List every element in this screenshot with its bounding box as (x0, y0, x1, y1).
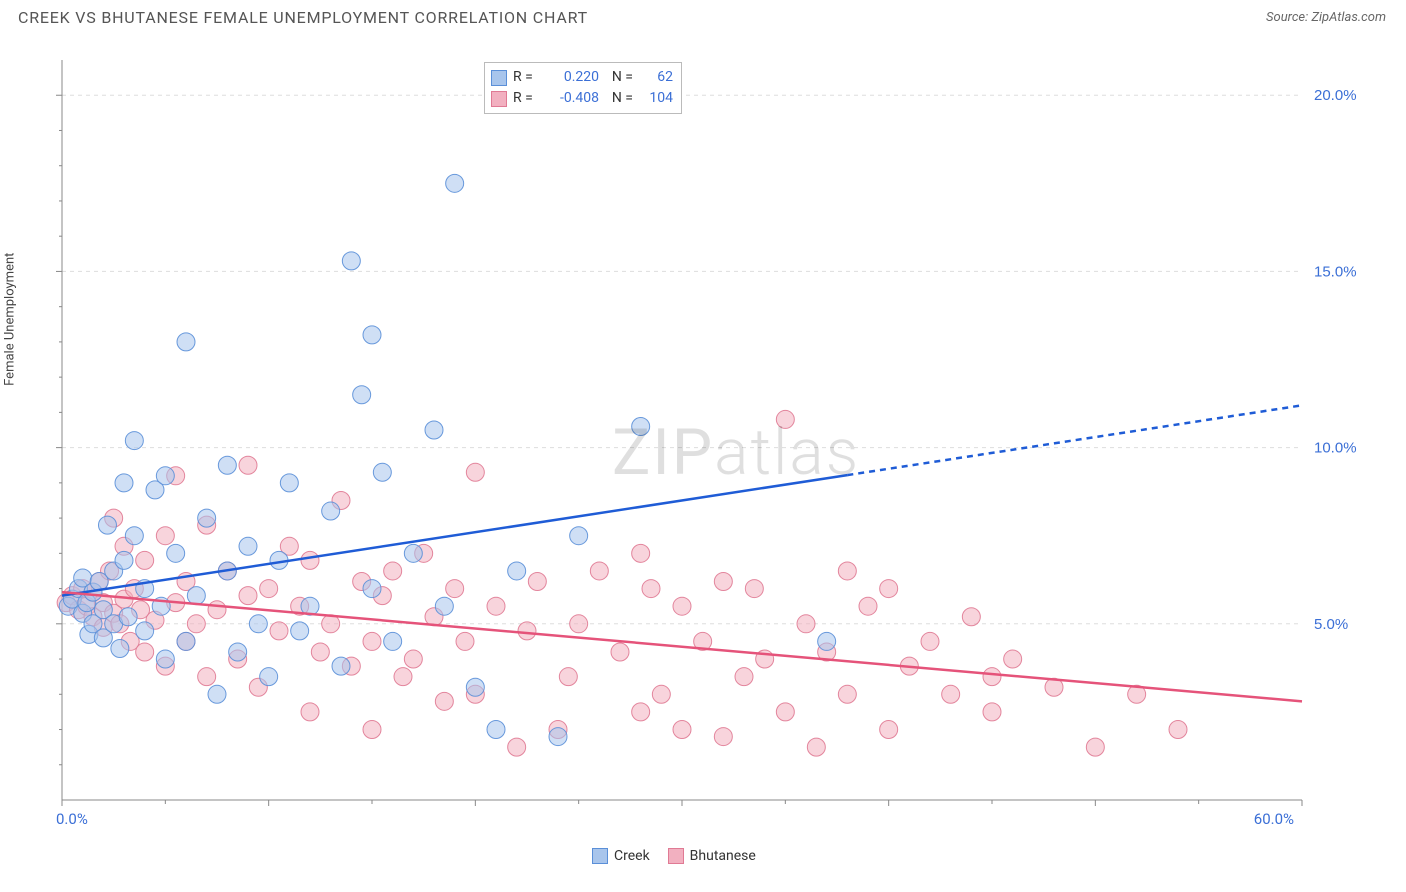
source-attribution: Source: ZipAtlas.com (1266, 10, 1386, 25)
n-label: N = (605, 88, 633, 109)
y-axis-label: Female Unemployment (3, 253, 18, 386)
legend-item-bhutanese: Bhutanese (668, 848, 756, 864)
chart-svg: 5.0% 10.0% 15.0% 20.0% 0.0% 60.0% (52, 60, 1372, 830)
legend-label-bhutanese: Bhutanese (690, 848, 756, 864)
stats-row-bhutanese: R = -0.408 N = 104 (491, 88, 673, 109)
chart-container: Female Unemployment 5.0%10.0%15.0%20.0%0… (30, 60, 1390, 830)
n-label: N = (605, 67, 633, 88)
svg-text:5.0%: 5.0% (1314, 616, 1348, 633)
chart-title: CREEK VS BHUTANESE FEMALE UNEMPLOYMENT C… (18, 8, 588, 27)
stats-legend-box: R = 0.220 N = 62 R = -0.408 N = 104 (484, 62, 682, 114)
svg-text:20.0%: 20.0% (1314, 87, 1357, 104)
series-legend: Creek Bhutanese (592, 848, 756, 864)
svg-text:60.0%: 60.0% (1254, 810, 1294, 828)
legend-swatch-bhutanese (668, 848, 684, 864)
r-value-creek: 0.220 (549, 67, 599, 88)
svg-text:0.0%: 0.0% (56, 810, 88, 828)
source-name: ZipAtlas.com (1311, 10, 1386, 25)
legend-swatch-creek (592, 848, 608, 864)
legend-label-creek: Creek (614, 848, 650, 864)
header: CREEK VS BHUTANESE FEMALE UNEMPLOYMENT C… (0, 0, 1406, 31)
legend-item-creek: Creek (592, 848, 650, 864)
swatch-creek (491, 70, 507, 86)
plot-area: 5.0% 10.0% 15.0% 20.0% 0.0% 60.0% R = 0.220 N… (52, 60, 1372, 830)
r-label: R = (513, 88, 543, 109)
svg-text:15.0%: 15.0% (1314, 263, 1357, 280)
swatch-bhutanese (491, 91, 507, 107)
source-prefix: Source: (1266, 10, 1311, 25)
r-label: R = (513, 67, 543, 88)
n-value-creek: 62 (639, 67, 673, 88)
n-value-bhutanese: 104 (639, 88, 673, 109)
stats-row-creek: R = 0.220 N = 62 (491, 67, 673, 88)
svg-text:10.0%: 10.0% (1314, 440, 1357, 457)
r-value-bhutanese: -0.408 (549, 88, 599, 109)
